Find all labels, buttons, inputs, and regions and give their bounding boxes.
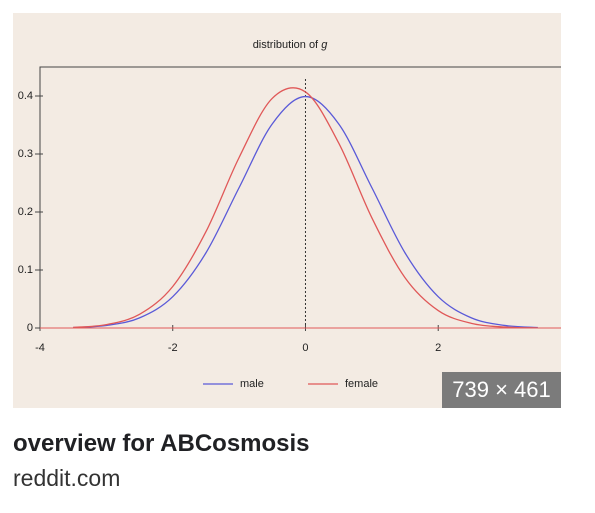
y-tick-label: 0.4	[18, 90, 33, 102]
series-line	[73, 95, 538, 329]
legend-label: male	[240, 378, 264, 390]
y-tick-label: 0.2	[18, 206, 33, 218]
y-tick-label: 0	[27, 322, 33, 334]
plot-frame	[39, 66, 561, 328]
x-tick-label: -2	[168, 342, 178, 354]
x-tick-label: 0	[302, 342, 308, 354]
chart: distribution of g 0 0.1 0.2 0.3 0.4 -4 -2 0 2 mal…	[18, 39, 561, 390]
result-title[interactable]: overview for ABCosmosis	[13, 430, 310, 457]
y-tick-label: 0.1	[18, 264, 33, 276]
x-tick-label: 2	[435, 342, 441, 354]
size-badge: 739 × 461	[442, 372, 561, 408]
result-source[interactable]: reddit.com	[13, 465, 121, 491]
thumbnail[interactable]: distribution of g 0 0.1 0.2 0.3 0.4 -4 -2 0 2 mal…	[13, 13, 561, 408]
legend-label: female	[345, 378, 378, 390]
chart-title: distribution of g	[253, 39, 329, 51]
x-tick-label: -4	[35, 342, 45, 354]
y-tick-label: 0.3	[18, 148, 33, 160]
series-line	[73, 87, 538, 329]
